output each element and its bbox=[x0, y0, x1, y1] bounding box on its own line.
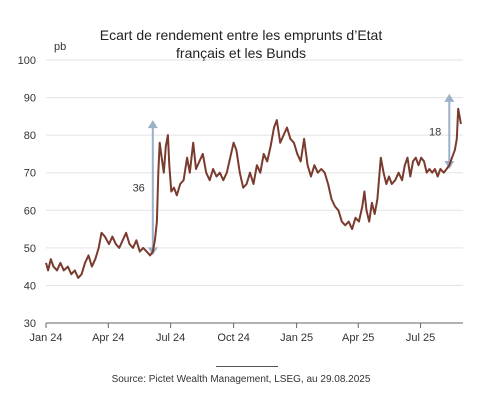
chart-source: Source: Pictet Wealth Management, LSEG, … bbox=[111, 374, 371, 385]
y-tick-label: 90 bbox=[24, 93, 36, 105]
y-tick-label: 40 bbox=[24, 280, 36, 292]
chart-title-line-2: français et les Bunds bbox=[176, 45, 306, 61]
annotation-arrowhead-up bbox=[444, 93, 455, 102]
x-tick-label: Jan 25 bbox=[280, 332, 313, 344]
annotation-arrowhead-up bbox=[147, 120, 158, 129]
annotation-label: 18 bbox=[429, 126, 441, 138]
x-tick-label: Jul 24 bbox=[156, 332, 185, 344]
source-separator bbox=[216, 366, 278, 367]
y-tick-label: 60 bbox=[24, 205, 36, 217]
y-tick-label: 50 bbox=[24, 243, 36, 255]
y-tick-label: 80 bbox=[24, 130, 36, 142]
chart-title-line-1: Ecart de rendement entre les emprunts d’… bbox=[99, 27, 383, 43]
y-tick-label: 30 bbox=[24, 318, 36, 330]
series-line bbox=[45, 107, 462, 279]
annotation-label: 36 bbox=[133, 183, 145, 195]
x-tick-label: Jan 24 bbox=[29, 332, 62, 344]
x-tick-label: Apr 24 bbox=[92, 332, 124, 344]
y-tick-label: 100 bbox=[18, 55, 36, 67]
y-tick-label: 70 bbox=[24, 168, 36, 180]
x-tick-label: Oct 24 bbox=[217, 332, 249, 344]
y-axis-label: pb bbox=[54, 41, 66, 53]
x-tick-label: Jul 25 bbox=[406, 332, 435, 344]
x-tick-label: Apr 25 bbox=[342, 332, 374, 344]
